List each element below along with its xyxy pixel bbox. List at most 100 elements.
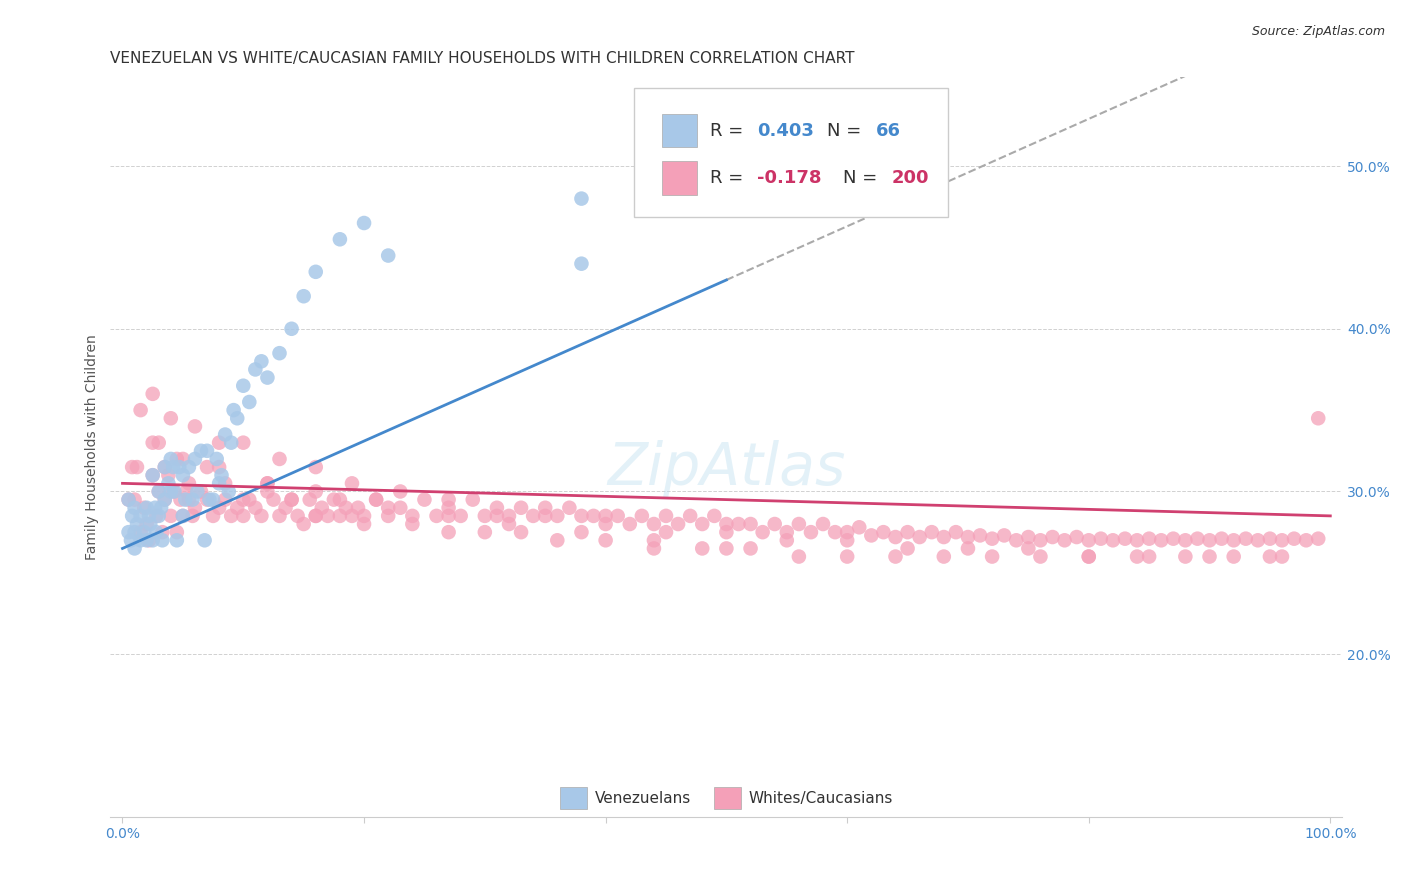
Point [595, 533, 617, 548]
Point [956, 530, 979, 544]
Point [1222, 533, 1244, 548]
Point [142, 468, 165, 483]
Point [595, 516, 617, 531]
Point [184, 500, 207, 515]
Point [269, 452, 291, 467]
Point [571, 257, 593, 271]
Point [485, 500, 508, 515]
Point [150, 533, 173, 548]
Point [1090, 532, 1112, 546]
Point [716, 525, 738, 540]
Point [1247, 533, 1270, 548]
Point [377, 500, 399, 515]
Point [1161, 532, 1184, 546]
Point [157, 476, 180, 491]
Point [222, 403, 245, 417]
Point [202, 508, 225, 523]
Point [142, 435, 165, 450]
Point [245, 362, 267, 376]
Point [510, 500, 533, 515]
Point [703, 508, 725, 523]
Point [129, 508, 152, 523]
Point [150, 525, 173, 540]
Point [148, 484, 170, 499]
Point [366, 492, 388, 507]
Point [184, 452, 207, 467]
Point [135, 533, 157, 548]
Point [969, 528, 991, 542]
Point [117, 525, 139, 540]
Point [219, 508, 242, 523]
Text: 200: 200 [891, 169, 929, 187]
Point [655, 508, 678, 523]
Point [981, 549, 1004, 564]
Point [274, 500, 297, 515]
Point [1150, 533, 1173, 548]
Point [897, 541, 920, 556]
Point [776, 525, 799, 540]
Point [153, 460, 176, 475]
Point [740, 541, 762, 556]
Point [195, 460, 218, 475]
Point [571, 525, 593, 540]
Point [558, 500, 581, 515]
Point [135, 516, 157, 531]
Point [177, 492, 200, 507]
Point [1077, 549, 1099, 564]
Point [322, 492, 344, 507]
Point [139, 516, 162, 531]
Point [1282, 532, 1305, 546]
Point [150, 500, 173, 515]
Point [1198, 549, 1220, 564]
Point [800, 525, 823, 540]
Point [848, 520, 870, 534]
Point [232, 435, 254, 450]
Point [172, 468, 194, 483]
Point [262, 492, 284, 507]
Point [124, 492, 146, 507]
Point [269, 508, 291, 523]
Point [208, 460, 231, 475]
Point [437, 525, 460, 540]
Point [908, 530, 931, 544]
Point [329, 508, 352, 523]
Point [837, 549, 859, 564]
Point [740, 516, 762, 531]
Point [181, 492, 204, 507]
Point [172, 508, 194, 523]
Point [1258, 549, 1281, 564]
Point [214, 476, 236, 491]
Point [329, 492, 352, 507]
Point [666, 516, 689, 531]
Bar [662, 161, 697, 194]
Point [287, 508, 309, 523]
Point [884, 549, 907, 564]
Point [546, 533, 568, 548]
Point [208, 435, 231, 450]
Point [214, 492, 236, 507]
Point [138, 533, 160, 548]
Point [1137, 532, 1160, 546]
Point [134, 525, 156, 540]
Text: -0.178: -0.178 [758, 169, 821, 187]
Point [202, 492, 225, 507]
Point [305, 484, 328, 499]
Point [125, 516, 148, 531]
Point [214, 427, 236, 442]
Point [142, 387, 165, 401]
Point [534, 508, 557, 523]
Point [571, 508, 593, 523]
Point [450, 508, 472, 523]
Point [643, 533, 665, 548]
Point [347, 500, 370, 515]
Point [172, 508, 194, 523]
Point [340, 508, 363, 523]
Point [619, 516, 641, 531]
Point [311, 500, 333, 515]
Point [1005, 533, 1028, 548]
Point [776, 533, 799, 548]
Point [305, 508, 328, 523]
Point [186, 484, 208, 499]
Point [1126, 549, 1149, 564]
Point [727, 516, 749, 531]
